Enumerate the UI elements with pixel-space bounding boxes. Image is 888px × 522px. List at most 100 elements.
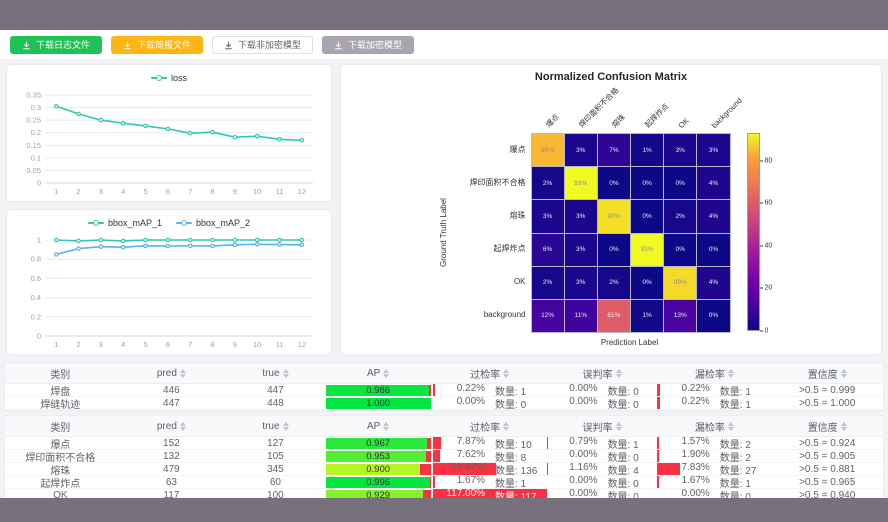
column-header-overdetect[interactable]: 过检率 bbox=[432, 363, 547, 384]
svg-text:12: 12 bbox=[298, 340, 306, 349]
legend-item-loss[interactable]: loss bbox=[150, 73, 187, 83]
colorbar-ticks: 0 20 40 60 80 bbox=[759, 133, 786, 335]
rate-percent: 117.00% bbox=[446, 489, 486, 499]
cell-true: 127 bbox=[227, 437, 324, 450]
cell-overdetect-rate: 7.87% 数量: 10 bbox=[432, 437, 547, 450]
window-frame-bottom bbox=[0, 498, 888, 522]
matrix-cell-value: 1% bbox=[642, 146, 652, 154]
column-header-pred[interactable]: pred bbox=[115, 363, 228, 384]
column-header-ap[interactable]: AP bbox=[323, 416, 433, 437]
svg-text:0.2: 0.2 bbox=[31, 128, 41, 137]
rate-percent: 0.00% bbox=[456, 397, 486, 407]
matrix-cell: 0% bbox=[631, 167, 664, 200]
matrix-cell-value: 93% bbox=[574, 179, 588, 187]
sort-icon[interactable] bbox=[383, 421, 390, 431]
rate-count: 数量: 1 bbox=[607, 439, 639, 450]
rate-count: 数量: 8 bbox=[495, 452, 527, 463]
sort-icon[interactable] bbox=[840, 368, 847, 378]
column-header-miss[interactable]: 漏检率 bbox=[657, 363, 772, 384]
column-header-overdetect[interactable]: 过检率 bbox=[432, 416, 547, 437]
matrix-cell-value: 0% bbox=[675, 246, 685, 254]
svg-text:0.2: 0.2 bbox=[31, 312, 41, 321]
matrix-row-label: 焊印面积不合格 bbox=[469, 178, 526, 187]
matrix-cell: 3% bbox=[697, 134, 730, 167]
matrix-cell-value: 12% bbox=[541, 312, 555, 320]
download-report-button[interactable]: 下载简报文件 bbox=[111, 36, 204, 54]
matrix-row-label: 爆点 bbox=[509, 145, 526, 154]
sort-icon[interactable] bbox=[179, 368, 186, 378]
rate-count: 数量: 4 bbox=[607, 465, 639, 476]
rate-percent: 1.90% bbox=[681, 450, 710, 460]
matrix-cell-value: 4% bbox=[708, 179, 719, 187]
rate-percent: 7.87% bbox=[456, 437, 486, 447]
matrix-cell-value: 3% bbox=[576, 246, 586, 254]
sort-icon[interactable] bbox=[503, 421, 510, 431]
rate-bar bbox=[657, 463, 681, 475]
confusion-matrix-card: Normalized Confusion Matrix Ground Truth… bbox=[340, 64, 882, 355]
matrix-cell-value: 11% bbox=[574, 312, 587, 320]
cell-category: 焊印面积不合格 bbox=[5, 450, 116, 463]
rate-percent: 0.00% bbox=[569, 384, 598, 394]
sort-icon[interactable] bbox=[727, 368, 734, 378]
sort-icon[interactable] bbox=[179, 421, 186, 431]
cell-overdetect-rate: 7.62% 数量: 8 bbox=[432, 450, 547, 463]
rate-count: 数量: 2 bbox=[719, 452, 751, 463]
ap-value: 0.996 bbox=[366, 476, 391, 488]
column-header-misjudge[interactable]: 误判率 bbox=[546, 363, 658, 384]
svg-text:4: 4 bbox=[121, 340, 125, 349]
sort-icon[interactable] bbox=[727, 421, 734, 431]
svg-text:0: 0 bbox=[37, 179, 41, 188]
matrix-col-label: 熔珠 bbox=[609, 112, 627, 130]
results-tables: 类别 pred true AP 过检率 误判率 漏检率 置信度 焊盘 446 447 0.986 0.2… bbox=[4, 362, 884, 503]
matrix-col-label: 爆点 bbox=[543, 112, 561, 130]
matrix-cell: 2% bbox=[531, 167, 564, 200]
matrix-cell-value: 0% bbox=[642, 179, 652, 187]
rate-count: 数量: 0 bbox=[495, 399, 527, 410]
matrix-cell: 0% bbox=[664, 233, 697, 266]
colorbar: 0 20 40 60 80 bbox=[746, 133, 786, 335]
matrix-cell-value: 61% bbox=[607, 312, 621, 320]
rate-bar bbox=[546, 437, 548, 449]
column-header-truth[interactable]: true bbox=[227, 363, 324, 384]
column-header-pred[interactable]: pred bbox=[115, 416, 228, 437]
column-header-misjudge[interactable]: 误判率 bbox=[546, 416, 658, 437]
ap-bar: 0.929 bbox=[325, 489, 431, 501]
cell-confidence: >0.5 = 0.905 bbox=[771, 450, 883, 463]
sort-icon[interactable] bbox=[383, 368, 390, 378]
loss-chart: 00.050.10.150.20.250.30.351 2 3 4 5 6 7 8 9 10 11 1… bbox=[26, 91, 313, 196]
download-unencrypted-model-button[interactable]: 下载非加密模型 bbox=[212, 36, 314, 54]
rate-count: 数量: 1 bbox=[719, 478, 751, 489]
sort-icon[interactable] bbox=[615, 368, 622, 378]
column-header-ap[interactable]: AP bbox=[323, 363, 433, 384]
download-encrypted-model-button[interactable]: 下载加密模型 bbox=[322, 36, 415, 54]
sort-icon[interactable] bbox=[840, 421, 847, 431]
sort-icon[interactable] bbox=[503, 368, 510, 378]
matrix-cell: 0% bbox=[597, 233, 630, 266]
cell-misjudge-rate: 0.00% 数量: 0 bbox=[546, 397, 658, 410]
matrix-row-label: 起焊炸点 bbox=[493, 244, 526, 253]
legend-item-bbox_mAP_1[interactable]: bbox_mAP_1 bbox=[87, 218, 162, 228]
svg-text:2: 2 bbox=[76, 187, 80, 196]
column-header-label: 误判率 bbox=[582, 369, 613, 381]
colorbar-gradient bbox=[746, 133, 760, 331]
ap-bar: 0.953 bbox=[325, 450, 431, 462]
column-header-confidence[interactable]: 置信度 bbox=[771, 363, 883, 384]
column-header-miss[interactable]: 漏检率 bbox=[657, 416, 772, 437]
cell-miss-rate: 1.67% 数量: 1 bbox=[657, 476, 772, 489]
matrix-cell: 13% bbox=[664, 299, 697, 332]
sort-icon[interactable] bbox=[282, 421, 289, 431]
matrix-cell-value: 0% bbox=[675, 179, 685, 187]
column-header-truth[interactable]: true bbox=[227, 416, 324, 437]
matrix-cell: 6% bbox=[531, 233, 564, 266]
rate-count: 数量: 0 bbox=[607, 399, 639, 410]
column-header-confidence[interactable]: 置信度 bbox=[771, 416, 883, 437]
sort-icon[interactable] bbox=[282, 368, 289, 378]
legend-item-bbox_mAP_2[interactable]: bbox_mAP_2 bbox=[176, 218, 250, 228]
download-log-button[interactable]: 下载日志文件 bbox=[10, 36, 103, 54]
cell-overdetect-rate: 39.42% 数量: 136 bbox=[432, 463, 547, 476]
map-legend: bbox_mAP_1 bbox_mAP_2 bbox=[11, 214, 327, 232]
download-icon bbox=[23, 41, 30, 49]
matrix-row-label: background bbox=[483, 310, 526, 319]
rate-bar bbox=[432, 463, 497, 475]
sort-icon[interactable] bbox=[615, 421, 622, 431]
